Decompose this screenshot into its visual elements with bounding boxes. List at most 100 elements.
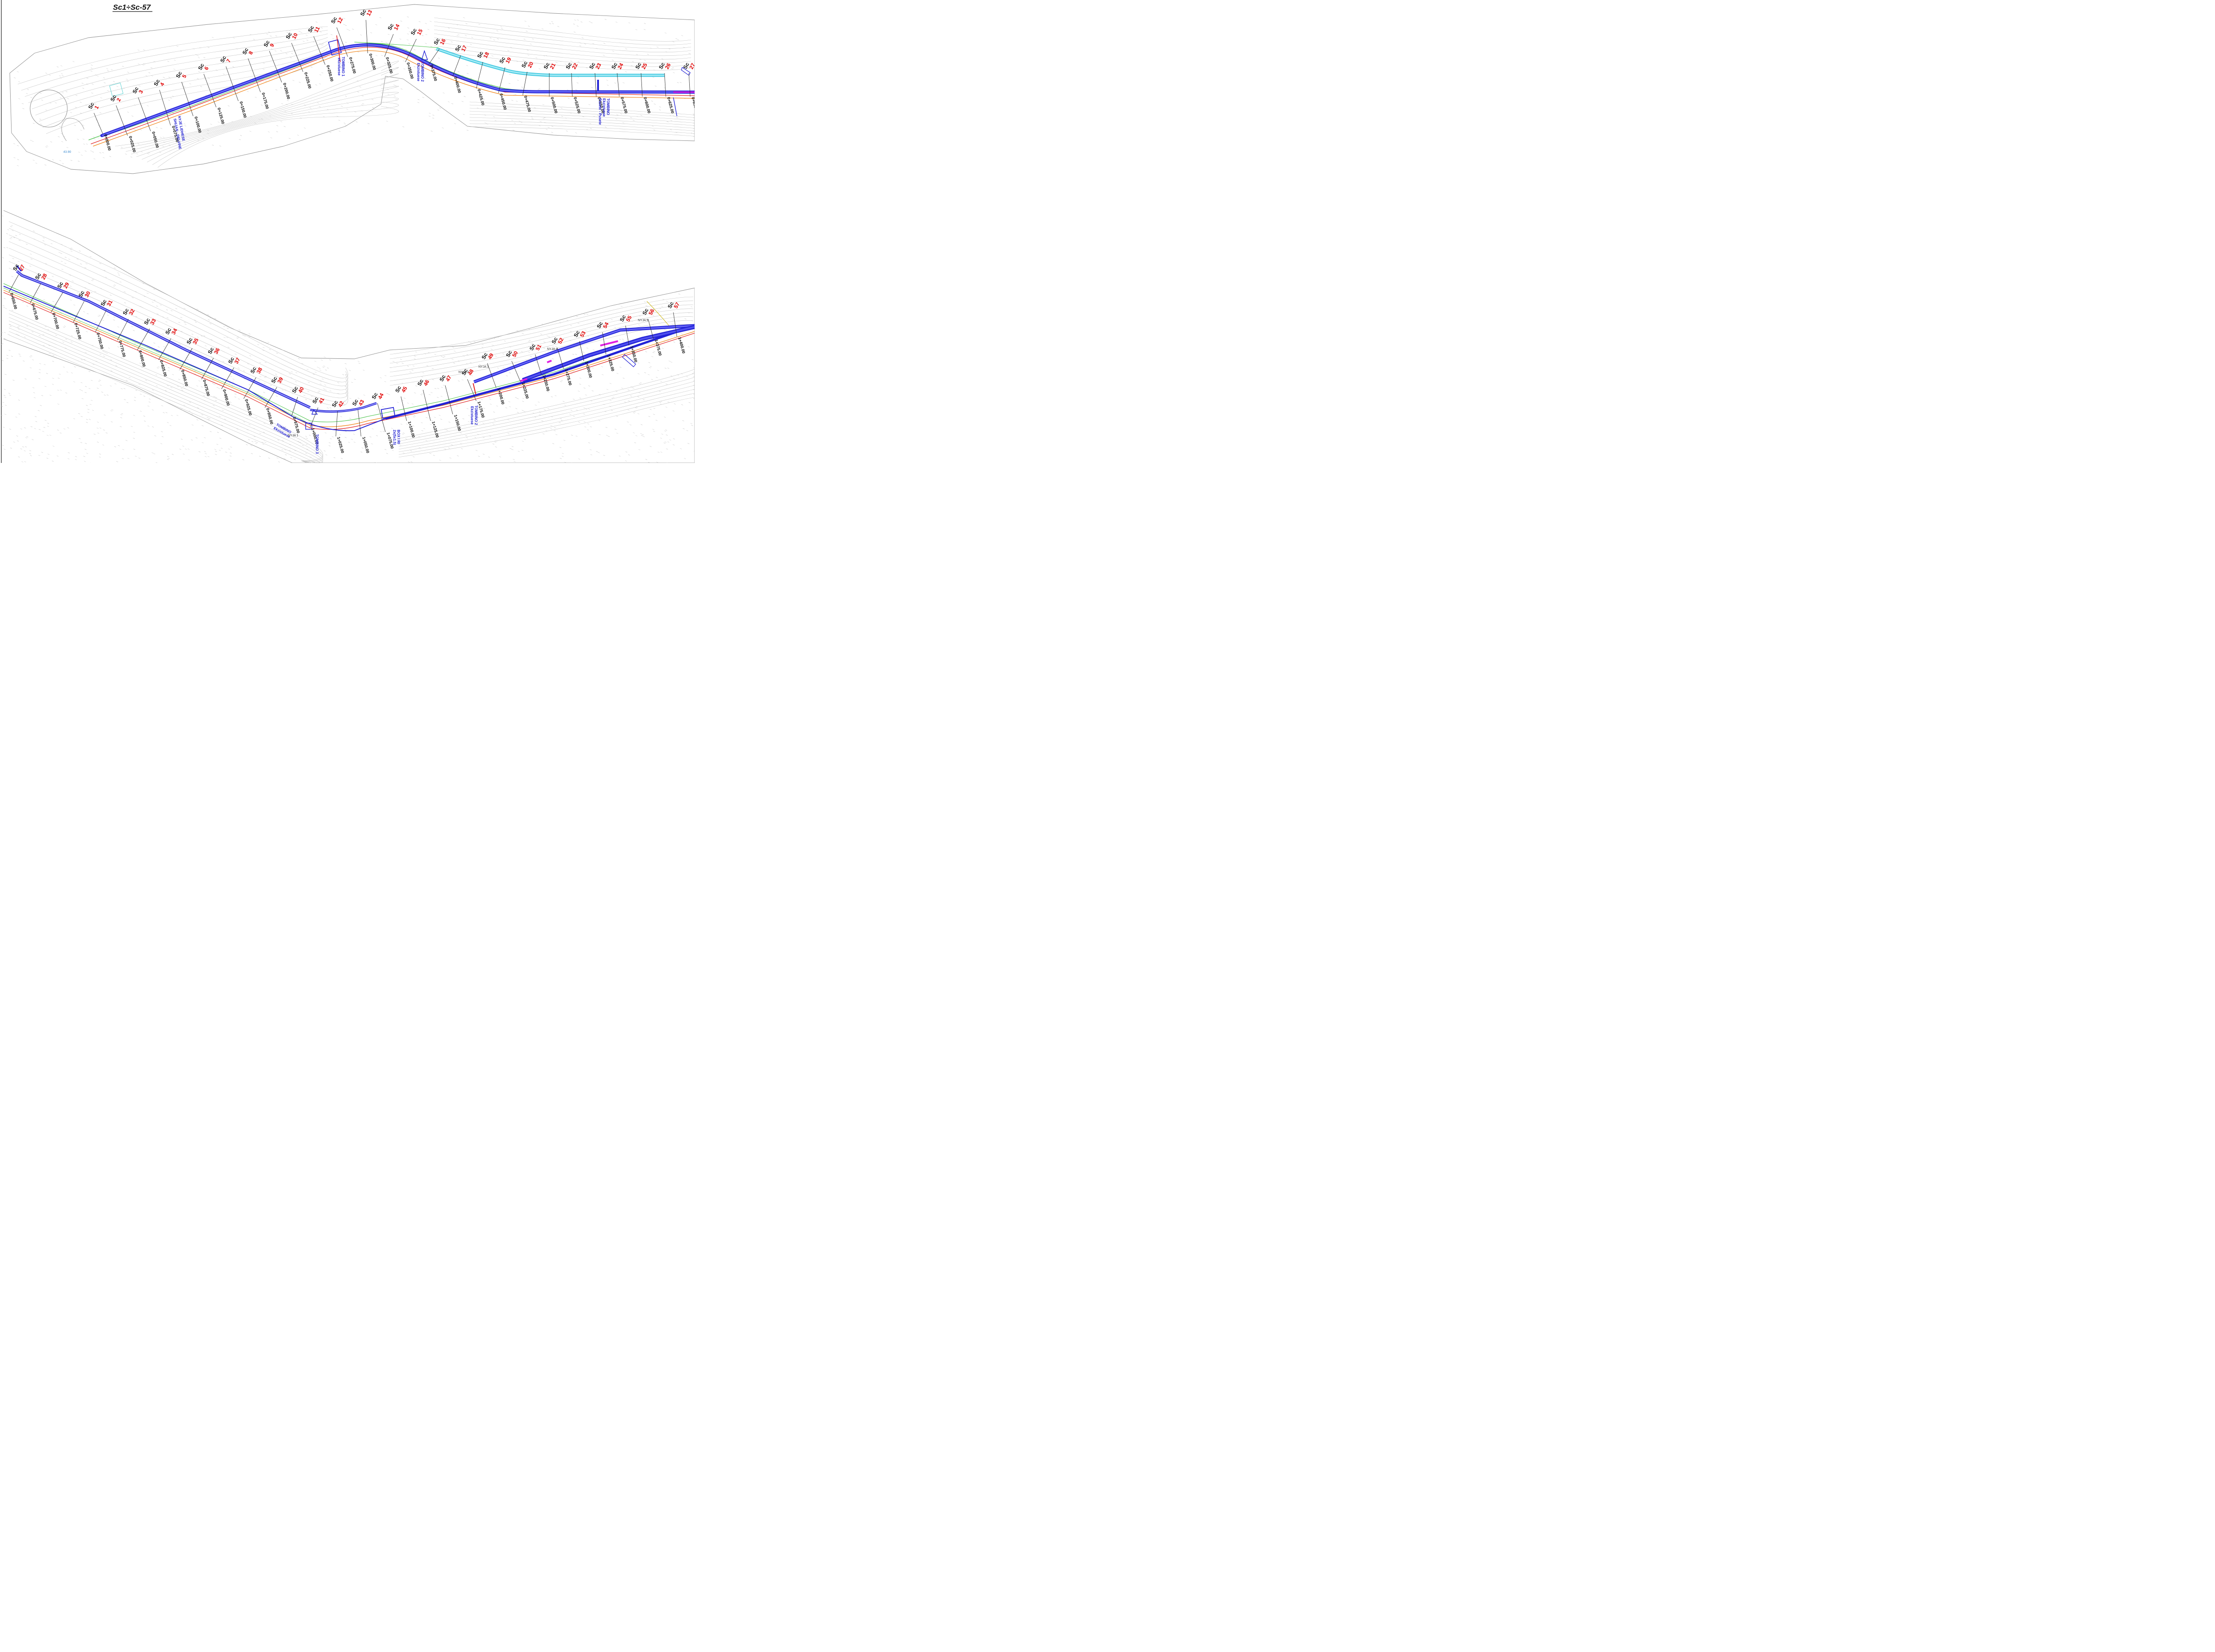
terrain-tick bbox=[688, 402, 691, 403]
terrain-tick bbox=[30, 253, 32, 255]
s1-section-prefix: Sc bbox=[498, 56, 506, 65]
terrain-tick bbox=[165, 321, 167, 323]
terrain-tick bbox=[501, 397, 503, 399]
terrain-tick bbox=[660, 438, 662, 439]
s1-section-number: 11 bbox=[313, 25, 321, 33]
terrain-tick bbox=[646, 105, 649, 107]
terrain-tick bbox=[413, 44, 415, 46]
terrain-tick bbox=[651, 379, 653, 380]
terrain-tick bbox=[303, 395, 306, 396]
terrain-tick bbox=[95, 74, 97, 76]
terrain-tick bbox=[286, 32, 289, 33]
terrain-tick bbox=[317, 102, 319, 104]
terrain-tick bbox=[21, 461, 23, 463]
terrain-tick bbox=[254, 123, 256, 124]
terrain-tick bbox=[152, 409, 154, 411]
terrain-tick bbox=[301, 363, 303, 364]
terrain-tick bbox=[17, 260, 19, 262]
terrain-tick bbox=[511, 449, 513, 450]
terrain-tick bbox=[689, 410, 691, 411]
contour-line bbox=[398, 376, 695, 444]
s2-section-number: 30 bbox=[83, 290, 92, 299]
terrain-tick bbox=[319, 74, 322, 76]
terrain-tick bbox=[4, 338, 6, 339]
terrain-tick bbox=[49, 74, 51, 76]
terrain-tick bbox=[306, 449, 308, 450]
terrain-tick bbox=[17, 159, 19, 160]
terrain-tick bbox=[664, 32, 667, 34]
terrain-tick bbox=[87, 409, 89, 410]
contour-line bbox=[8, 317, 323, 462]
s1-section-prefix: Sc bbox=[409, 27, 418, 36]
terrain-tick bbox=[562, 456, 564, 457]
terrain-tick bbox=[3, 307, 5, 308]
terrain-tick bbox=[532, 459, 534, 460]
terrain-tick bbox=[656, 462, 658, 463]
terrain-tick bbox=[181, 390, 183, 391]
terrain-tick bbox=[216, 387, 218, 388]
terrain-tick bbox=[264, 442, 267, 443]
terrain-tick bbox=[263, 439, 266, 441]
terrain-tick bbox=[63, 327, 65, 328]
terrain-tick bbox=[280, 87, 282, 89]
terrain-tick bbox=[215, 451, 217, 452]
terrain-tick bbox=[295, 381, 297, 382]
terrain-tick bbox=[562, 453, 564, 454]
terrain-tick bbox=[142, 283, 144, 284]
terrain-tick bbox=[160, 128, 163, 129]
terrain-tick bbox=[78, 250, 81, 252]
terrain-tick bbox=[560, 108, 563, 109]
terrain-tick bbox=[17, 165, 19, 166]
terrain-tick bbox=[588, 104, 591, 105]
terrain-tick bbox=[156, 313, 159, 315]
terrain-tick bbox=[386, 453, 388, 454]
terrain-tick bbox=[127, 342, 129, 343]
terrain-tick bbox=[156, 305, 158, 307]
terrain-tick bbox=[670, 120, 672, 121]
contour-line bbox=[434, 17, 692, 42]
terrain-tick bbox=[191, 334, 194, 335]
terrain-tick bbox=[100, 97, 102, 98]
terrain-tick bbox=[197, 78, 199, 79]
terrain-tick bbox=[210, 431, 212, 432]
terrain-tick bbox=[495, 355, 497, 357]
terrain-tick bbox=[58, 252, 61, 253]
terrain-tick bbox=[664, 441, 667, 443]
terrain-tick bbox=[109, 385, 112, 387]
terrain-tick bbox=[82, 124, 85, 126]
terrain-tick bbox=[106, 353, 108, 354]
terrain-tick bbox=[546, 129, 548, 130]
terrain-tick bbox=[165, 390, 167, 391]
terrain-tick bbox=[581, 361, 583, 363]
terrain-tick bbox=[223, 337, 225, 338]
terrain-tick bbox=[234, 354, 237, 355]
terrain-tick bbox=[4, 374, 7, 375]
contour-line bbox=[469, 108, 695, 121]
terrain-tick bbox=[8, 393, 10, 394]
terrain-tick bbox=[183, 86, 186, 88]
s2-section-line bbox=[423, 389, 431, 421]
terrain-tick bbox=[314, 361, 316, 362]
terrain-tick bbox=[546, 367, 548, 369]
terrain-tick bbox=[620, 110, 622, 112]
terrain-tick bbox=[113, 316, 115, 318]
terrain-tick bbox=[13, 157, 16, 159]
terrain-tick bbox=[483, 98, 485, 100]
terrain-tick bbox=[466, 408, 469, 409]
terrain-tick bbox=[489, 435, 491, 437]
s2-section-number: 57 bbox=[672, 301, 681, 310]
terrain-tick bbox=[401, 383, 404, 384]
terrain-tick bbox=[644, 301, 646, 303]
terrain-tick bbox=[219, 450, 221, 451]
terrain-tick bbox=[229, 383, 231, 384]
terrain-tick bbox=[30, 367, 32, 369]
terrain-tick bbox=[40, 124, 42, 125]
terrain-tick bbox=[156, 367, 159, 369]
terrain-tick bbox=[644, 29, 646, 30]
terrain-tick bbox=[292, 80, 295, 81]
terrain-tick bbox=[682, 420, 684, 421]
terrain-tick bbox=[640, 382, 642, 384]
terrain-tick bbox=[534, 107, 536, 109]
s2-section-number: 44 bbox=[377, 392, 385, 400]
terrain-tick bbox=[142, 323, 144, 324]
